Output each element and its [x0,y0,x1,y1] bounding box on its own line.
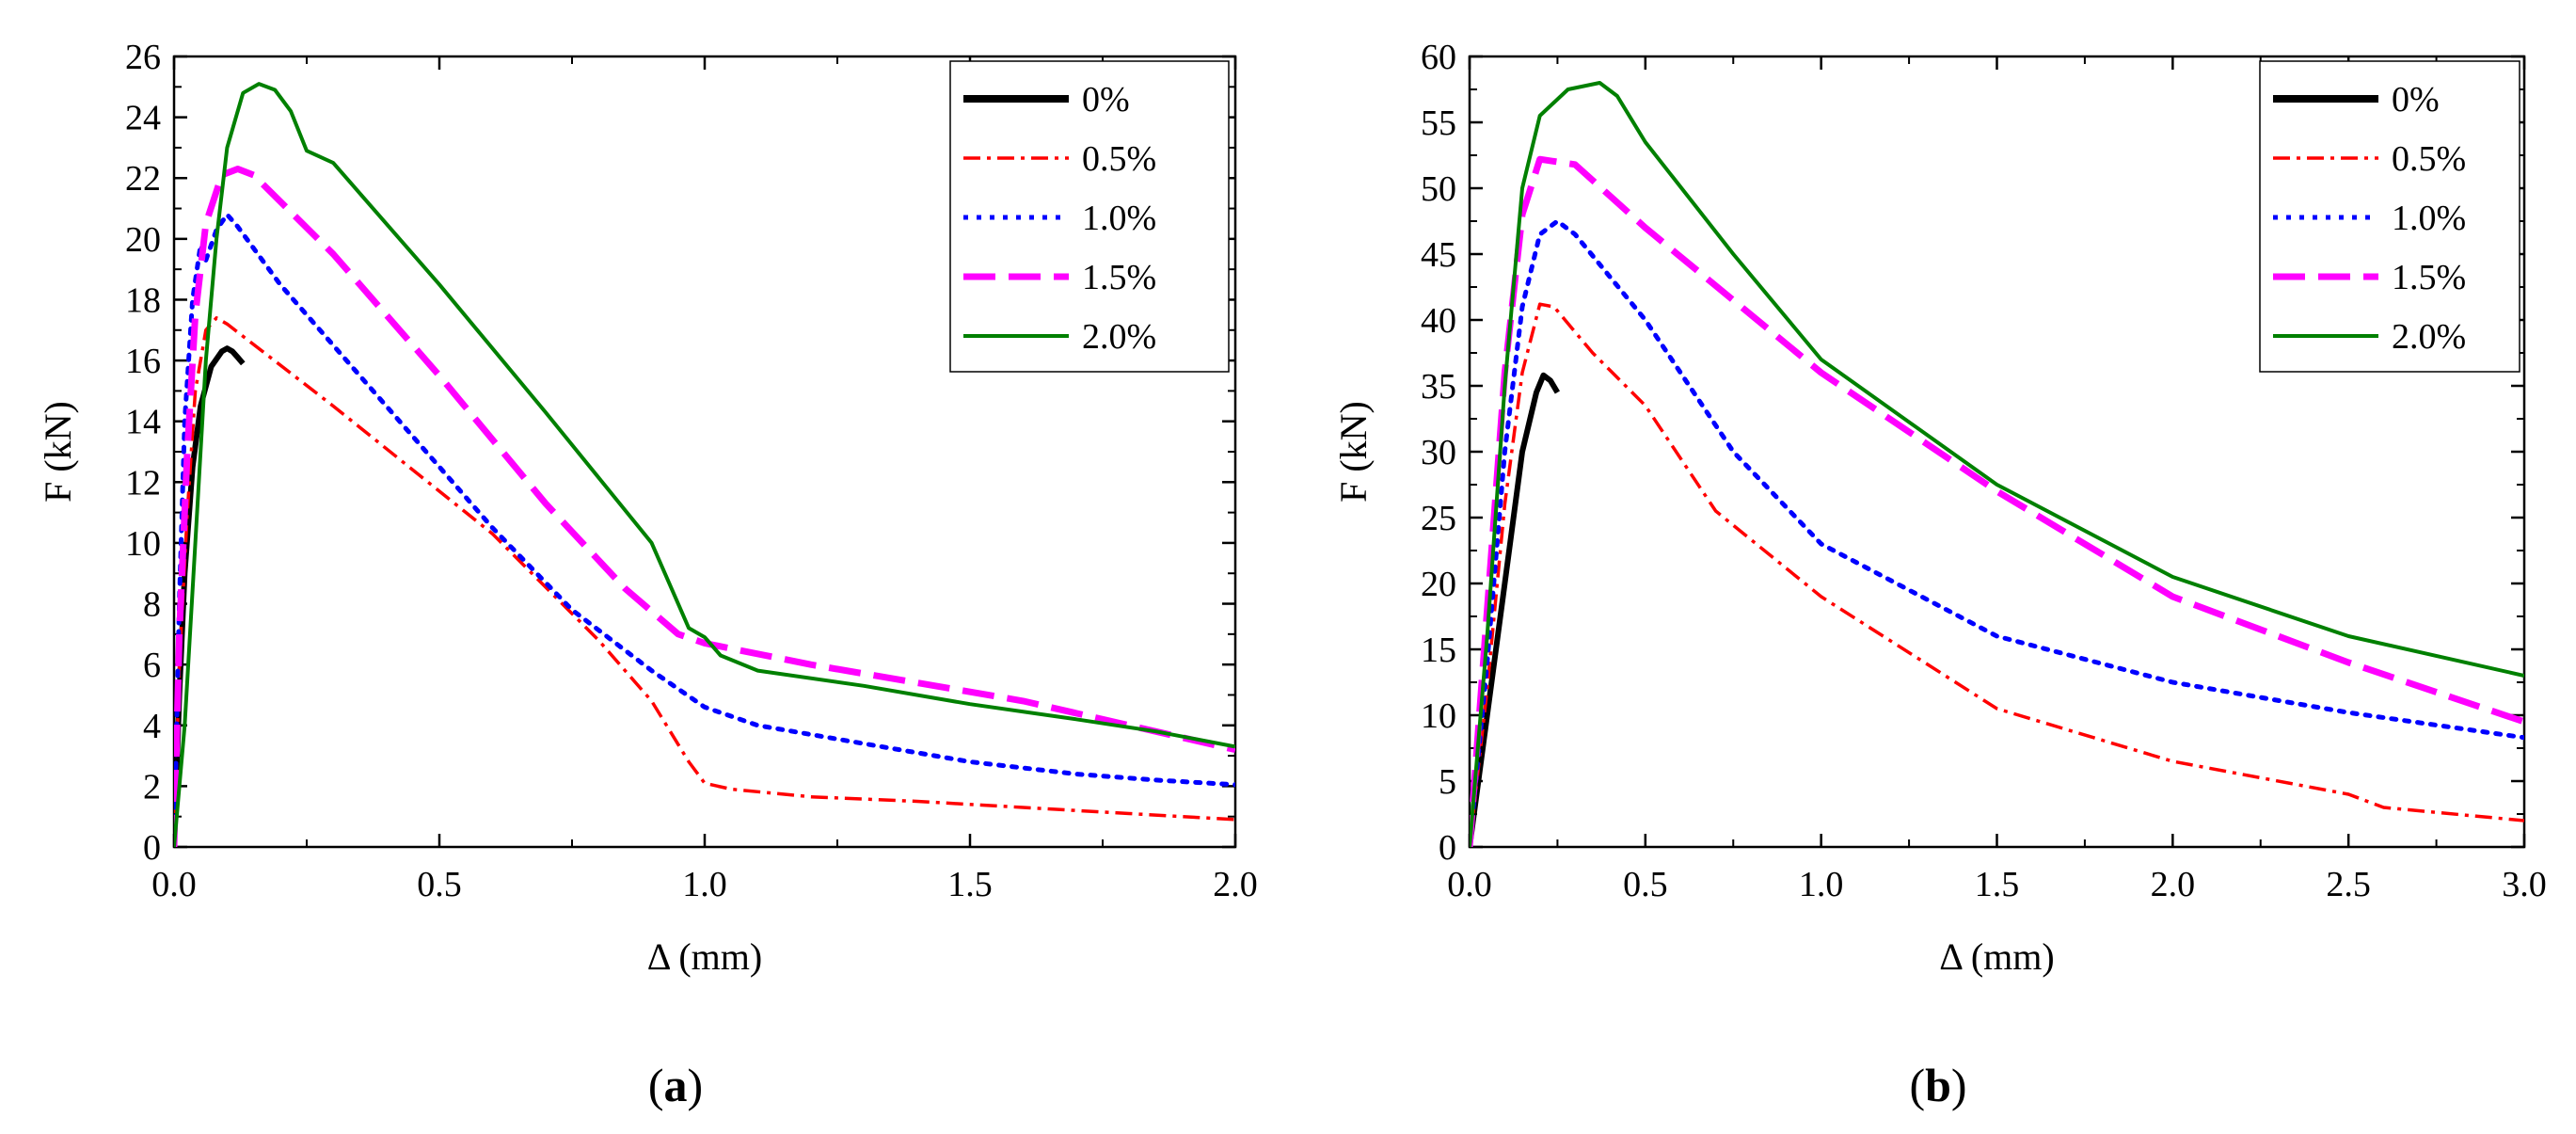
legend-label: 1.0% [2392,199,2466,238]
series-line [174,316,1235,847]
y-tick-label: 60 [1421,38,1456,77]
legend-label: 1.5% [2392,258,2466,297]
series-line [1470,81,2524,847]
series-line [174,212,1235,847]
y-tick-label: 30 [1421,433,1456,472]
legend-frame [949,60,1230,373]
panel-label-close: ) [688,1059,704,1111]
y-tick-label: 20 [125,220,161,260]
y-tick-label: 55 [1421,104,1456,143]
legend: 0% 0.5% 1.0% 1.5% 2.0% [2259,60,2520,373]
panel-label-letter: b [1925,1059,1951,1111]
legend: 0% 0.5% 1.0% 1.5% 2.0% [949,60,1230,373]
x-tick-label: 3.0 [2502,865,2547,904]
y-tick-label: 0 [1439,828,1456,868]
y-tick-label: 26 [125,38,161,77]
y-tick-label: 10 [125,524,161,564]
legend-label: 0% [1082,80,1130,120]
y-tick-label: 22 [125,159,161,199]
y-tick-label: 6 [143,646,161,685]
y-axis-label: F (kN) [37,401,79,503]
series-line [1470,218,2524,847]
x-tick-label: 1.0 [682,865,727,904]
legend-label: 1.5% [1082,258,1156,297]
x-tick-label: 0.5 [417,865,462,904]
y-tick-label: 16 [125,342,161,381]
y-tick-label: 50 [1421,169,1456,209]
x-tick-label: 2.0 [1213,865,1258,904]
x-tick-label: 2.0 [2151,865,2196,904]
y-tick-label: 35 [1421,367,1456,407]
legend-label: 0.5% [2392,139,2466,179]
legend-frame [2259,60,2520,373]
y-tick-label: 40 [1421,301,1456,341]
legend-label: 1.0% [1082,199,1156,238]
series-line [1470,372,1560,847]
panel-label: (b) [1909,1059,1966,1111]
legend-label: 0% [2392,80,2440,120]
x-tick-label: 1.5 [1975,865,2020,904]
y-tick-label: 24 [125,99,161,138]
x-tick-label: 0.0 [151,865,197,904]
x-axis-label: Δ (mm) [1939,935,2054,978]
x-tick-label: 0.0 [1447,865,1492,904]
chart-panel-b: 0.0 0.5 1.0 1.5 2.0 2.5 3.0 0 5 10 15 20 25 30 35 40 45 5… [1332,38,2547,1111]
series-line [1470,302,2524,847]
chart-panel-a: 0.0 0.5 1.0 1.5 2.002468101214161820222426Δ … [37,38,1258,1111]
y-tick-label: 12 [125,463,161,503]
y-tick-label: 45 [1421,235,1456,275]
panel-label-open: ( [1909,1059,1925,1111]
series-group [1470,81,2524,847]
x-tick-label: 1.0 [1799,865,1844,904]
y-tick-label: 2 [143,767,161,807]
y-tick-label: 10 [1421,696,1456,736]
x-axis-label: Δ (mm) [647,935,762,978]
legend-label: 0.5% [1082,139,1156,179]
panel-label-letter: a [664,1059,688,1111]
y-tick-label: 20 [1421,565,1456,604]
panel-label-open: ( [648,1059,664,1111]
x-tick-label: 0.5 [1623,865,1668,904]
y-tick-label: 8 [143,585,161,625]
x-tick-label: 1.5 [947,865,993,904]
y-tick-label: 4 [143,707,161,746]
y-tick-label: 25 [1421,499,1456,538]
y-tick-label: 18 [125,280,161,320]
y-tick-label: 5 [1439,762,1456,802]
series-line [174,82,1235,847]
panel-label-close: ) [1951,1059,1967,1111]
y-tick-label: 0 [143,828,161,868]
y-axis-label: F (kN) [1332,401,1375,503]
panel-label: (a) [648,1059,703,1111]
series-group [174,82,1235,847]
legend-label: 2.0% [2392,317,2466,357]
legend-label: 2.0% [1082,317,1156,357]
x-tick-label: 2.5 [2326,865,2371,904]
y-tick-label: 15 [1421,631,1456,670]
y-tick-label: 14 [125,403,161,442]
